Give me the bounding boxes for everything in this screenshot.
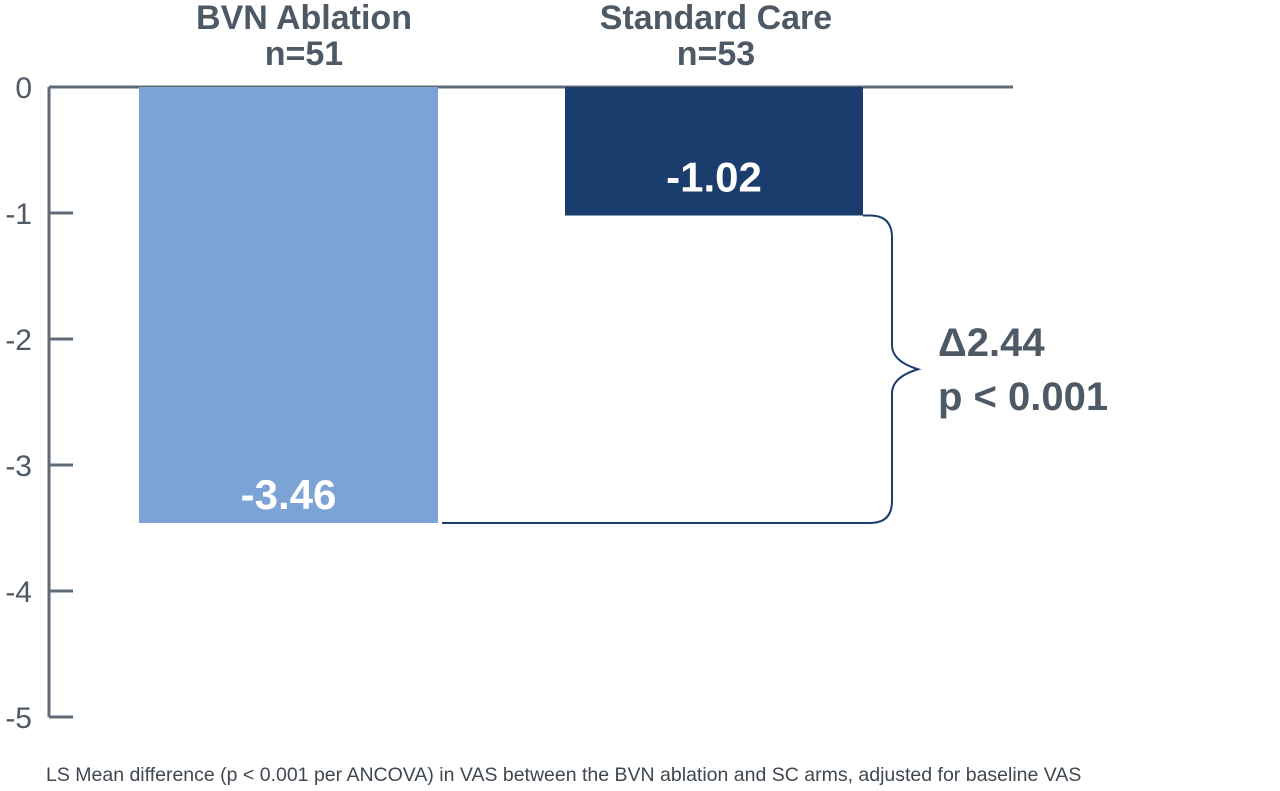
footnote: LS Mean difference (p < 0.001 per ANCOVA…: [46, 764, 1082, 786]
p-value: p < 0.001: [938, 375, 1109, 419]
bar-1: [565, 87, 863, 216]
y-tick-label: 0: [15, 72, 32, 105]
difference-value: Δ2.44: [938, 321, 1045, 365]
bar-value-label: -1.02: [666, 154, 762, 201]
category-label-bvn-ablation: BVN Ablation n=51: [154, 0, 454, 72]
category-label-standard-care: Standard Care n=53: [566, 0, 866, 72]
y-tick-label: -2: [5, 324, 32, 357]
y-tick-label: -5: [5, 702, 32, 735]
category-name: BVN Ablation: [196, 0, 412, 37]
y-tick-label: -4: [5, 576, 32, 609]
difference-annotation: Δ2.44 p < 0.001: [938, 316, 1108, 424]
category-n: n=53: [676, 35, 756, 73]
bar-0: [139, 87, 438, 523]
y-tick-label: -3: [5, 450, 32, 483]
y-tick-label: -1: [5, 198, 32, 231]
category-n: n=51: [264, 35, 344, 73]
bar-value-label: -3.46: [241, 471, 337, 518]
difference-bracket: [442, 214, 922, 524]
category-name: Standard Care: [599, 0, 833, 37]
